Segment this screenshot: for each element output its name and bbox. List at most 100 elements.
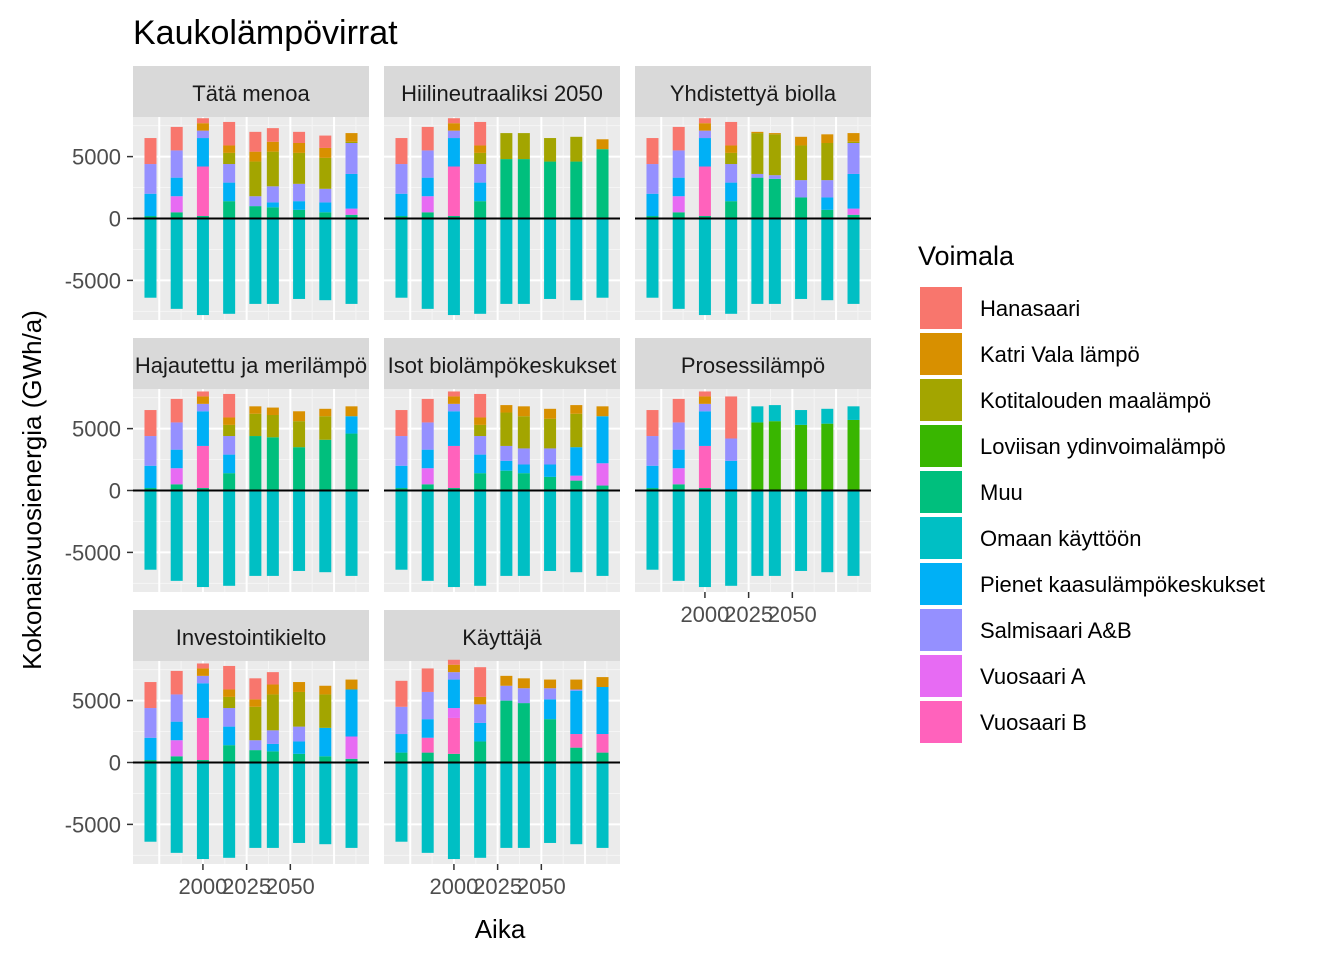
bar-segment-omaan-käyttöön [847,490,860,576]
bar-segment-katri-vala-lämpö [517,678,530,689]
bar-segment-salmisaari-a-b [474,436,487,455]
bar-segment-pienet-kaasulämpökeskukset [500,460,513,471]
bar-segment-muu [395,488,408,491]
bar-segment-muu [672,484,685,491]
bar-segment-omaan-käyttöön [319,490,332,573]
bar-segment-katri-vala-lämpö [345,406,358,417]
legend-swatch-salmisaari-a-b [920,609,962,651]
bar-segment-salmisaari-a-b [345,142,358,174]
bar-segment-salmisaari-a-b [196,403,209,412]
bar-segment-katri-vala-lämpö [596,406,609,417]
bar-segment-omaan-käyttöön [447,218,460,316]
bar-segment-vuosaari-a [170,740,183,757]
bar-segment-katri-vala-lämpö [196,123,209,131]
bar-segment-muu [474,473,487,491]
legend-label: Pienet kaasulämpökeskukset [980,572,1265,597]
facet-panel-tätä-menoa: Tätä menoa -5000 0 5000 [65,66,369,320]
bar-segment-pienet-kaasulämpökeskukset [144,737,157,761]
bar-segment-omaan-käyttöön [725,218,738,314]
bar-segment-omaan-käyttöön [170,762,183,853]
legend-swatch-muu [920,471,962,513]
bar-segment-muu [395,752,408,763]
bar-segment-vuosaari-a [847,208,860,215]
bar-segment-muu [517,703,530,763]
facet-strip-label: Investointikielto [176,625,326,650]
bar-segment-vuosaari-a [672,468,685,485]
bar-segment-omaan-käyttöön [447,762,460,860]
bar-segment-omaan-käyttöön [395,490,408,570]
y-tick-label: 0 [109,207,121,232]
bar-segment-hanasaari [725,396,738,439]
bar-segment-katri-vala-lämpö [223,689,236,697]
bar-segment-katri-vala-lämpö [447,396,460,404]
bar-segment-hanasaari [395,138,408,165]
bar-segment-muu [596,149,609,219]
bar-segment-salmisaari-a-b [144,164,157,194]
bar-segment-muu [447,216,460,219]
x-axis-title: Aika [475,914,526,944]
bar-segment-pienet-kaasulämpökeskukset [570,447,583,476]
legend-swatch-pienet-kaasulämpökeskukset [920,563,962,605]
bar-segment-katri-vala-lämpö [293,411,306,422]
bar-segment-muu [293,209,306,219]
bar-segment-omaan-käyttöön [196,218,209,316]
bar-segment-pienet-kaasulämpökeskukset [725,182,738,202]
bar-segment-omaan-käyttöön [544,762,557,843]
bar-segment-pienet-kaasulämpökeskukset [223,182,236,202]
bar-segment-omaan-käyttöön [517,762,530,848]
bar-segment-omaan-käyttöön [266,762,279,848]
bar-segment-kotitalouden-maalämpö [266,694,279,731]
legend-label: Katri Vala lämpö [980,342,1140,367]
legend-swatch-omaan-käyttöön [920,517,962,559]
legend-swatch-katri-vala-lämpö [920,333,962,375]
bar-segment-vuosaari-b [196,717,209,761]
bar-segment-hanasaari [144,410,157,437]
bar-segment-pienet-kaasulämpökeskukset [223,454,236,474]
bar-segment-katri-vala-lämpö [266,684,279,695]
bar-segment-omaan-käyttöön [698,490,711,588]
bar-segment-omaan-käyttöön [223,218,236,314]
x-tick-label: 2025 [473,874,522,899]
bar-segment-salmisaari-a-b [196,130,209,139]
bar-segment-katri-vala-lämpö [447,664,460,673]
bar-segment-muu [249,436,262,491]
bar-segment-kotitalouden-maalämpö [223,152,236,165]
bar-segment-kotitalouden-maalämpö [293,421,306,448]
bar-segment-omaan-käyttöön [795,410,808,425]
bar-segment-salmisaari-a-b [395,436,408,466]
bar-segment-muu [266,437,279,491]
bar-segment-hanasaari [646,138,659,165]
bar-segment-muu [500,159,513,219]
bar-segment-katri-vala-lämpö [266,141,279,152]
bar-segment-pienet-kaasulämpökeskukset [517,464,530,474]
bar-segment-salmisaari-a-b [196,675,209,684]
bar-segment-hanasaari [170,126,183,151]
legend-swatch-kotitalouden-maalämpö [920,379,962,421]
bar-segment-omaan-käyttöön [293,490,306,571]
bar-segment-salmisaari-a-b [500,685,513,701]
bar-segment-muu [500,470,513,491]
bar-segment-pienet-kaasulämpökeskukset [698,138,711,167]
bar-segment-salmisaari-a-b [319,188,332,203]
legend-label: Salmisaari A&B [980,618,1132,643]
bar-segment-pienet-kaasulämpökeskukset [345,416,358,434]
bar-segment-salmisaari-a-b [725,164,738,183]
bar-segment-omaan-käyttöön [170,218,183,309]
bar-segment-pienet-kaasulämpökeskukset [596,686,609,735]
bar-segment-salmisaari-a-b [474,164,487,183]
bar-segment-kotitalouden-maalämpö [293,691,306,727]
bar-segment-katri-vala-lämpö [500,405,513,413]
bar-segment-salmisaari-a-b [751,173,764,178]
bar-segment-hanasaari [319,135,332,148]
bar-segment-omaan-käyttöön [293,762,306,843]
bar-segment-salmisaari-a-b [421,150,434,178]
bar-segment-pienet-kaasulämpökeskukset [646,193,659,217]
bar-segment-hanasaari [447,391,460,397]
bar-segment-kotitalouden-maalämpö [544,138,557,162]
bar-segment-kotitalouden-maalämpö [821,142,834,181]
bar-segment-omaan-käyttöön [345,218,358,304]
bar-segment-salmisaari-a-b [223,708,236,727]
bar-segment-muu [345,758,358,763]
bar-segment-katri-vala-lämpö [517,406,530,417]
bar-segment-pienet-kaasulämpökeskukset [474,722,487,742]
